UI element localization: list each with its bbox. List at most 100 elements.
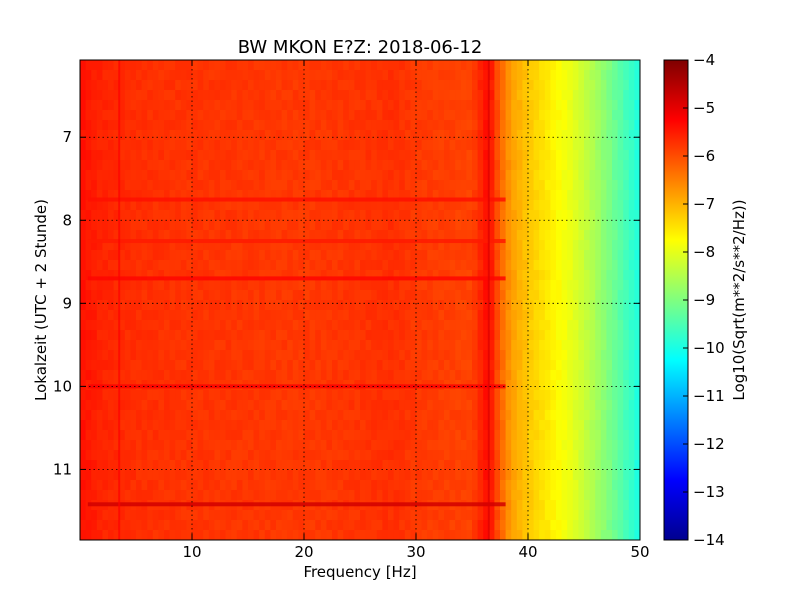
- heatmap-cell: [326, 230, 333, 241]
- heatmap-cell: [360, 480, 367, 491]
- heatmap-cell: [164, 330, 171, 341]
- heatmap-cell: [623, 200, 630, 211]
- heatmap-cell: [326, 90, 333, 101]
- heatmap-cell: [225, 190, 232, 201]
- heatmap-cell: [365, 360, 372, 371]
- heatmap-cell: [612, 420, 619, 431]
- heatmap-cell: [85, 170, 92, 181]
- heatmap-cell: [455, 190, 462, 201]
- heatmap-cell: [488, 100, 495, 111]
- heatmap-cell: [253, 420, 260, 431]
- heatmap-cell: [544, 410, 551, 421]
- heatmap-cell: [544, 370, 551, 381]
- heatmap-cell: [180, 260, 187, 271]
- heatmap-cell: [164, 460, 171, 471]
- heatmap-cell: [399, 430, 406, 441]
- heatmap-cell: [505, 430, 512, 441]
- heatmap-cell: [348, 270, 355, 281]
- heatmap-cell: [96, 90, 103, 101]
- heatmap-cell: [371, 440, 378, 451]
- heatmap-row: [80, 270, 640, 281]
- heatmap-cell: [455, 320, 462, 331]
- heatmap-cell: [298, 150, 305, 161]
- heatmap-cell: [404, 190, 411, 201]
- heatmap-cell: [136, 70, 143, 81]
- heatmap-cell: [113, 80, 120, 91]
- heatmap-cell: [427, 520, 434, 531]
- heatmap-cell: [455, 360, 462, 371]
- heatmap-cell: [399, 360, 406, 371]
- heatmap-cell: [460, 270, 467, 281]
- heatmap-cell: [220, 370, 227, 381]
- heatmap-cell: [477, 260, 484, 271]
- heatmap-cell: [432, 370, 439, 381]
- x-tick-label: 50: [630, 543, 649, 561]
- heatmap-cell: [175, 340, 182, 351]
- heatmap-cell: [85, 270, 92, 281]
- heatmap-cell: [220, 150, 227, 161]
- heatmap-cell: [483, 340, 490, 351]
- heatmap-cell: [169, 80, 176, 91]
- heatmap-row: [80, 90, 640, 101]
- heatmap-cell: [416, 370, 423, 381]
- heatmap-cell: [500, 100, 507, 111]
- heatmap-cell: [612, 360, 619, 371]
- heatmap-cell: [544, 390, 551, 401]
- heatmap-cell: [444, 530, 451, 540]
- heatmap-cell: [147, 180, 154, 191]
- heatmap-cell: [175, 320, 182, 331]
- heatmap-cell: [315, 90, 322, 101]
- heatmap-cell: [567, 250, 574, 261]
- heatmap-cell: [449, 450, 456, 461]
- heatmap-cell: [158, 300, 165, 311]
- heatmap-cell: [399, 130, 406, 141]
- heatmap-cell: [522, 320, 529, 331]
- heatmap-cell: [500, 80, 507, 91]
- heatmap-cell: [483, 270, 490, 281]
- heatmap-cell: [281, 520, 288, 531]
- heatmap-cell: [164, 150, 171, 161]
- heatmap-cell: [516, 320, 523, 331]
- heatmap-cell: [152, 400, 159, 411]
- heatmap-cell: [147, 240, 154, 251]
- heatmap-cell: [421, 530, 428, 540]
- heatmap-cell: [298, 110, 305, 121]
- heatmap-cell: [113, 250, 120, 261]
- heatmap-cell: [477, 390, 484, 401]
- heatmap-cell: [444, 480, 451, 491]
- heatmap-cell: [113, 110, 120, 121]
- heatmap-cell: [108, 460, 115, 471]
- heatmap-cell: [432, 200, 439, 211]
- heatmap-cell: [438, 80, 445, 91]
- heatmap-cell: [119, 510, 126, 521]
- heatmap-cell: [466, 210, 473, 221]
- heatmap-cell: [371, 290, 378, 301]
- heatmap-cell: [253, 140, 260, 151]
- heatmap-cell: [102, 310, 109, 321]
- heatmap-cell: [192, 230, 199, 241]
- heatmap-cell: [220, 230, 227, 241]
- heatmap-cell: [337, 300, 344, 311]
- heatmap-cell: [455, 330, 462, 341]
- heatmap-cell: [623, 250, 630, 261]
- heatmap-cell: [522, 170, 529, 181]
- heatmap-cell: [382, 260, 389, 271]
- heatmap-cell: [225, 490, 232, 501]
- heatmap-cell: [253, 460, 260, 471]
- heatmap-cell: [225, 90, 232, 101]
- heatmap-cell: [410, 510, 417, 521]
- heatmap-cell: [147, 70, 154, 81]
- colorbar-tick-label: −8: [693, 243, 715, 261]
- heatmap-cell: [281, 200, 288, 211]
- heatmap-cell: [119, 490, 126, 501]
- heatmap-cell: [192, 130, 199, 141]
- heatmap-cell: [281, 350, 288, 361]
- heatmap-cell: [158, 340, 165, 351]
- heatmap-cell: [421, 100, 428, 111]
- heatmap-cell: [393, 400, 400, 411]
- heatmap-cell: [460, 190, 467, 201]
- heatmap-cell: [270, 330, 277, 341]
- heatmap-cell: [488, 60, 495, 71]
- heatmap-cell: [130, 360, 137, 371]
- heatmap-cell: [332, 200, 339, 211]
